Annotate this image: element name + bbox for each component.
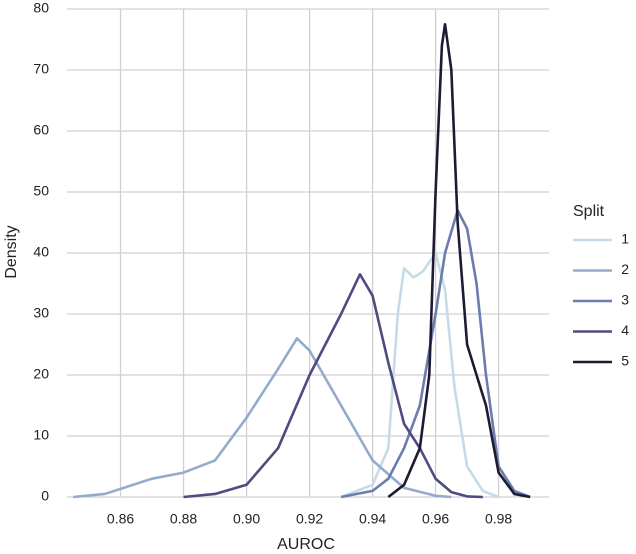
x-tick-label: 0.96 xyxy=(422,511,449,527)
legend-label: 2 xyxy=(621,261,629,277)
x-tick-label: 0.94 xyxy=(359,511,386,527)
y-tick-label: 80 xyxy=(33,0,49,16)
y-tick-label: 50 xyxy=(33,183,49,199)
y-tick-label: 70 xyxy=(33,61,49,77)
legend-label: 4 xyxy=(621,322,629,338)
x-tick-label: 0.90 xyxy=(233,511,260,527)
legend-label: 5 xyxy=(621,353,629,369)
x-tick-label: 0.98 xyxy=(485,511,512,527)
density-line xyxy=(73,337,452,499)
y-tick-label: 30 xyxy=(33,305,49,321)
x-tick-label: 0.86 xyxy=(107,511,134,527)
x-tick-label: 0.92 xyxy=(296,511,323,527)
y-tick-label: 0 xyxy=(41,488,49,504)
density-line xyxy=(183,273,483,499)
legend-label: 1 xyxy=(621,231,629,247)
y-tick-label: 60 xyxy=(33,122,49,138)
legend-title: Split xyxy=(573,203,605,220)
density-line xyxy=(340,251,500,499)
y-tick-label: 40 xyxy=(33,244,49,260)
density-line xyxy=(340,209,531,499)
y-tick-label: 10 xyxy=(33,427,49,443)
x-axis-label: AUROC xyxy=(277,536,335,553)
y-axis-label: Density xyxy=(3,225,20,278)
y-tick-label: 20 xyxy=(33,366,49,382)
x-tick-label: 0.88 xyxy=(170,511,197,527)
density-line xyxy=(387,22,531,499)
legend-label: 3 xyxy=(621,292,629,308)
